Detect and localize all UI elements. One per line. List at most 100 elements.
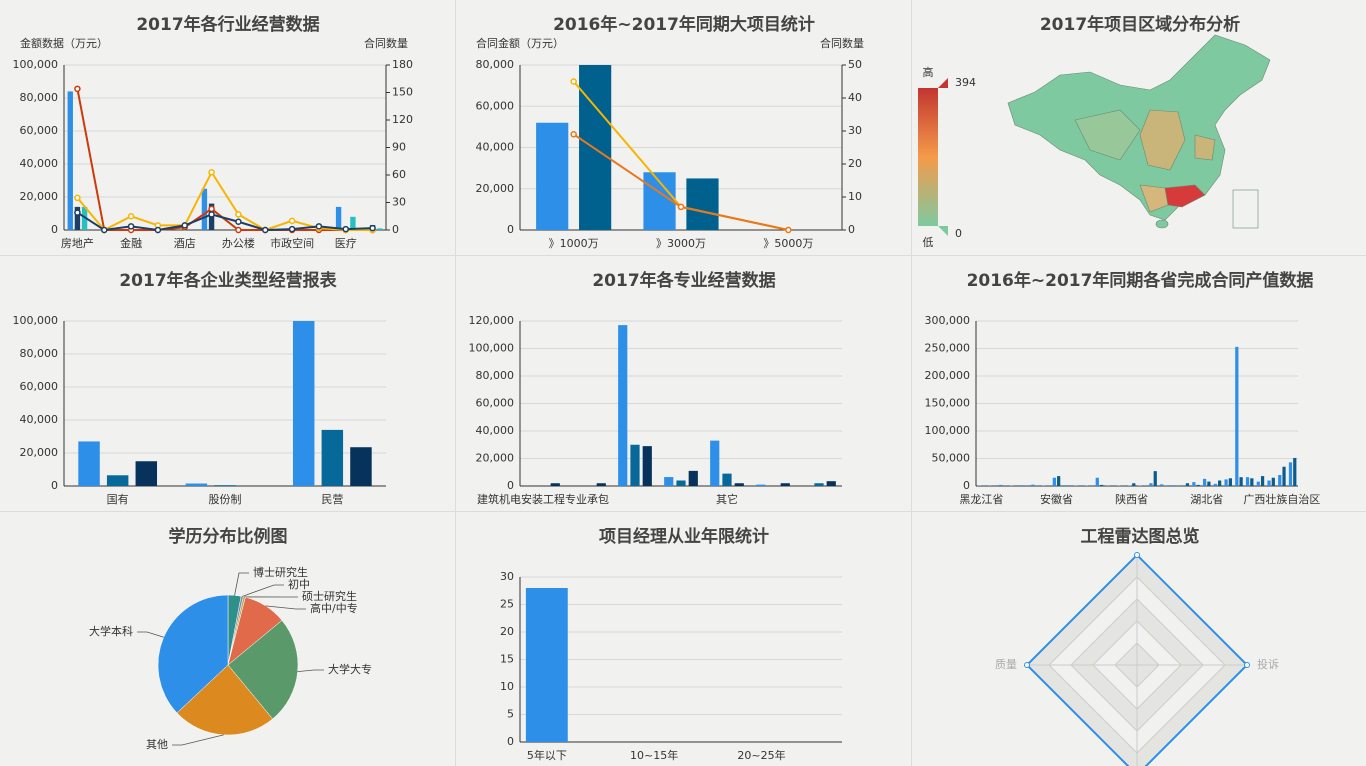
- region: [1164, 184, 1206, 208]
- visual-map-handle: [938, 226, 948, 236]
- bar: [1235, 346, 1239, 486]
- chart-title: 2016年~2017年同期各省完成合同产值数据: [967, 270, 1314, 291]
- bar: [756, 484, 766, 486]
- bar: [688, 470, 698, 486]
- y-tick-label: 250,000: [925, 342, 971, 355]
- y-tick-label: 300,000: [925, 314, 971, 327]
- line-marker: [235, 226, 242, 234]
- bar: [1239, 477, 1243, 486]
- y-tick-label: 20,000: [476, 452, 515, 465]
- y-tick-label: 0: [51, 223, 58, 236]
- bar: [642, 446, 652, 486]
- bar: [780, 483, 790, 486]
- visual-map-low: 低: [923, 236, 934, 249]
- bar: [1181, 485, 1185, 486]
- leader-line: [234, 572, 249, 596]
- x-tick-label: 建筑机电安装工程专业承包: [477, 492, 609, 506]
- bar: [722, 473, 732, 486]
- y-tick-label: 5: [507, 708, 514, 721]
- chart-panel: 项目经理从业年限统计 0 5 10 15 20 25 30 5年以下 10~15年 20~25年: [500, 526, 842, 762]
- y-tick-label: 20,000: [20, 190, 59, 203]
- bar: [1052, 477, 1056, 486]
- bar: [1057, 476, 1061, 486]
- y2-tick-label: 150: [392, 86, 413, 99]
- visual-map-high: 高: [923, 65, 934, 79]
- bar: [826, 481, 836, 486]
- leader-line: [172, 734, 224, 746]
- y2-tick-label: 50: [848, 58, 862, 71]
- chart-panel: 2016年~2017年同期各省完成合同产值数据 0 50,000 100,000 150…: [925, 270, 1321, 506]
- chart-title: 项目经理从业年限统计: [599, 526, 769, 547]
- x-tick-label: 国有: [107, 492, 129, 506]
- chart-title: 2016年~2017年同期大项目统计: [553, 14, 815, 35]
- slice-label: 博士研究生: [253, 565, 308, 579]
- x-tick-label: 广西壮族自治区: [1243, 492, 1320, 506]
- leader-line: [242, 584, 284, 597]
- y-tick-label: 80,000: [20, 347, 59, 360]
- bar: [1218, 480, 1222, 486]
- leader-line: [137, 631, 164, 638]
- leader-line: [265, 605, 306, 610]
- bar: [596, 483, 606, 486]
- bar: [350, 447, 372, 486]
- bar: [1067, 485, 1071, 486]
- bar: [618, 325, 628, 486]
- y-tick-label: 120,000: [469, 314, 515, 327]
- bar: [185, 483, 208, 486]
- y-tick-label: 20: [500, 625, 514, 638]
- y-tick-label: 150,000: [925, 397, 971, 410]
- region: [1139, 109, 1186, 171]
- bar: [201, 188, 208, 230]
- chart-panel: 2017年各行业经营数据 0 20,000 40,000 60,000 80,000 100…: [13, 14, 414, 250]
- chart-title: 2017年各企业类型经营报表: [119, 270, 337, 291]
- x-tick-label: 酒店: [174, 236, 196, 250]
- y-tick-label: 25: [500, 598, 514, 611]
- y-tick-label: 40,000: [20, 413, 59, 426]
- line-marker: [342, 225, 349, 233]
- y2-tick-label: 20: [848, 157, 862, 170]
- bar: [1293, 457, 1297, 486]
- x-tick-label: 》1000万: [549, 237, 599, 250]
- bar: [1267, 480, 1271, 486]
- y-tick-label: 10: [500, 680, 514, 693]
- bar: [1207, 481, 1211, 486]
- y-tick-label: 60,000: [476, 99, 515, 112]
- line-marker: [262, 226, 269, 234]
- visual-map-max: 394: [955, 76, 976, 89]
- bar: [1196, 484, 1200, 486]
- line-marker: [154, 226, 162, 234]
- slice-label: 初中: [288, 577, 310, 591]
- x-tick-label: 湖北省: [1190, 493, 1223, 506]
- bar: [1127, 485, 1132, 486]
- radar-marker: [1024, 662, 1030, 668]
- slice-label: 大学大专: [328, 662, 372, 676]
- y-tick-label: 20,000: [20, 446, 59, 459]
- y-tick-label: 0: [963, 479, 970, 492]
- line-marker: [570, 78, 577, 85]
- bar: [550, 483, 560, 486]
- china-map: [1007, 34, 1271, 229]
- x-tick-label: 》3000万: [656, 237, 706, 250]
- line-marker: [288, 217, 296, 225]
- bar: [377, 228, 383, 230]
- slice-label: 硕士研究生: [302, 589, 357, 603]
- radar-marker: [1134, 552, 1140, 558]
- visual-map-min: 0: [955, 227, 962, 240]
- y-tick-label: 0: [507, 479, 514, 492]
- bar: [579, 65, 612, 230]
- bar: [1260, 476, 1265, 486]
- bar: [135, 461, 158, 486]
- bar: [106, 475, 129, 486]
- x-tick-label: 陕西省: [1115, 492, 1148, 506]
- x-tick-label: 》5000万: [763, 237, 813, 250]
- bar: [734, 483, 744, 486]
- y-tick-label: 15: [500, 653, 514, 666]
- y2-tick-label: 180: [392, 58, 413, 71]
- visual-map-bar: [918, 88, 938, 226]
- bar: [1095, 477, 1099, 486]
- line-marker: [288, 225, 296, 233]
- bar: [81, 206, 88, 230]
- y2-tick-label: 60: [392, 168, 406, 181]
- line-marker: [369, 224, 376, 232]
